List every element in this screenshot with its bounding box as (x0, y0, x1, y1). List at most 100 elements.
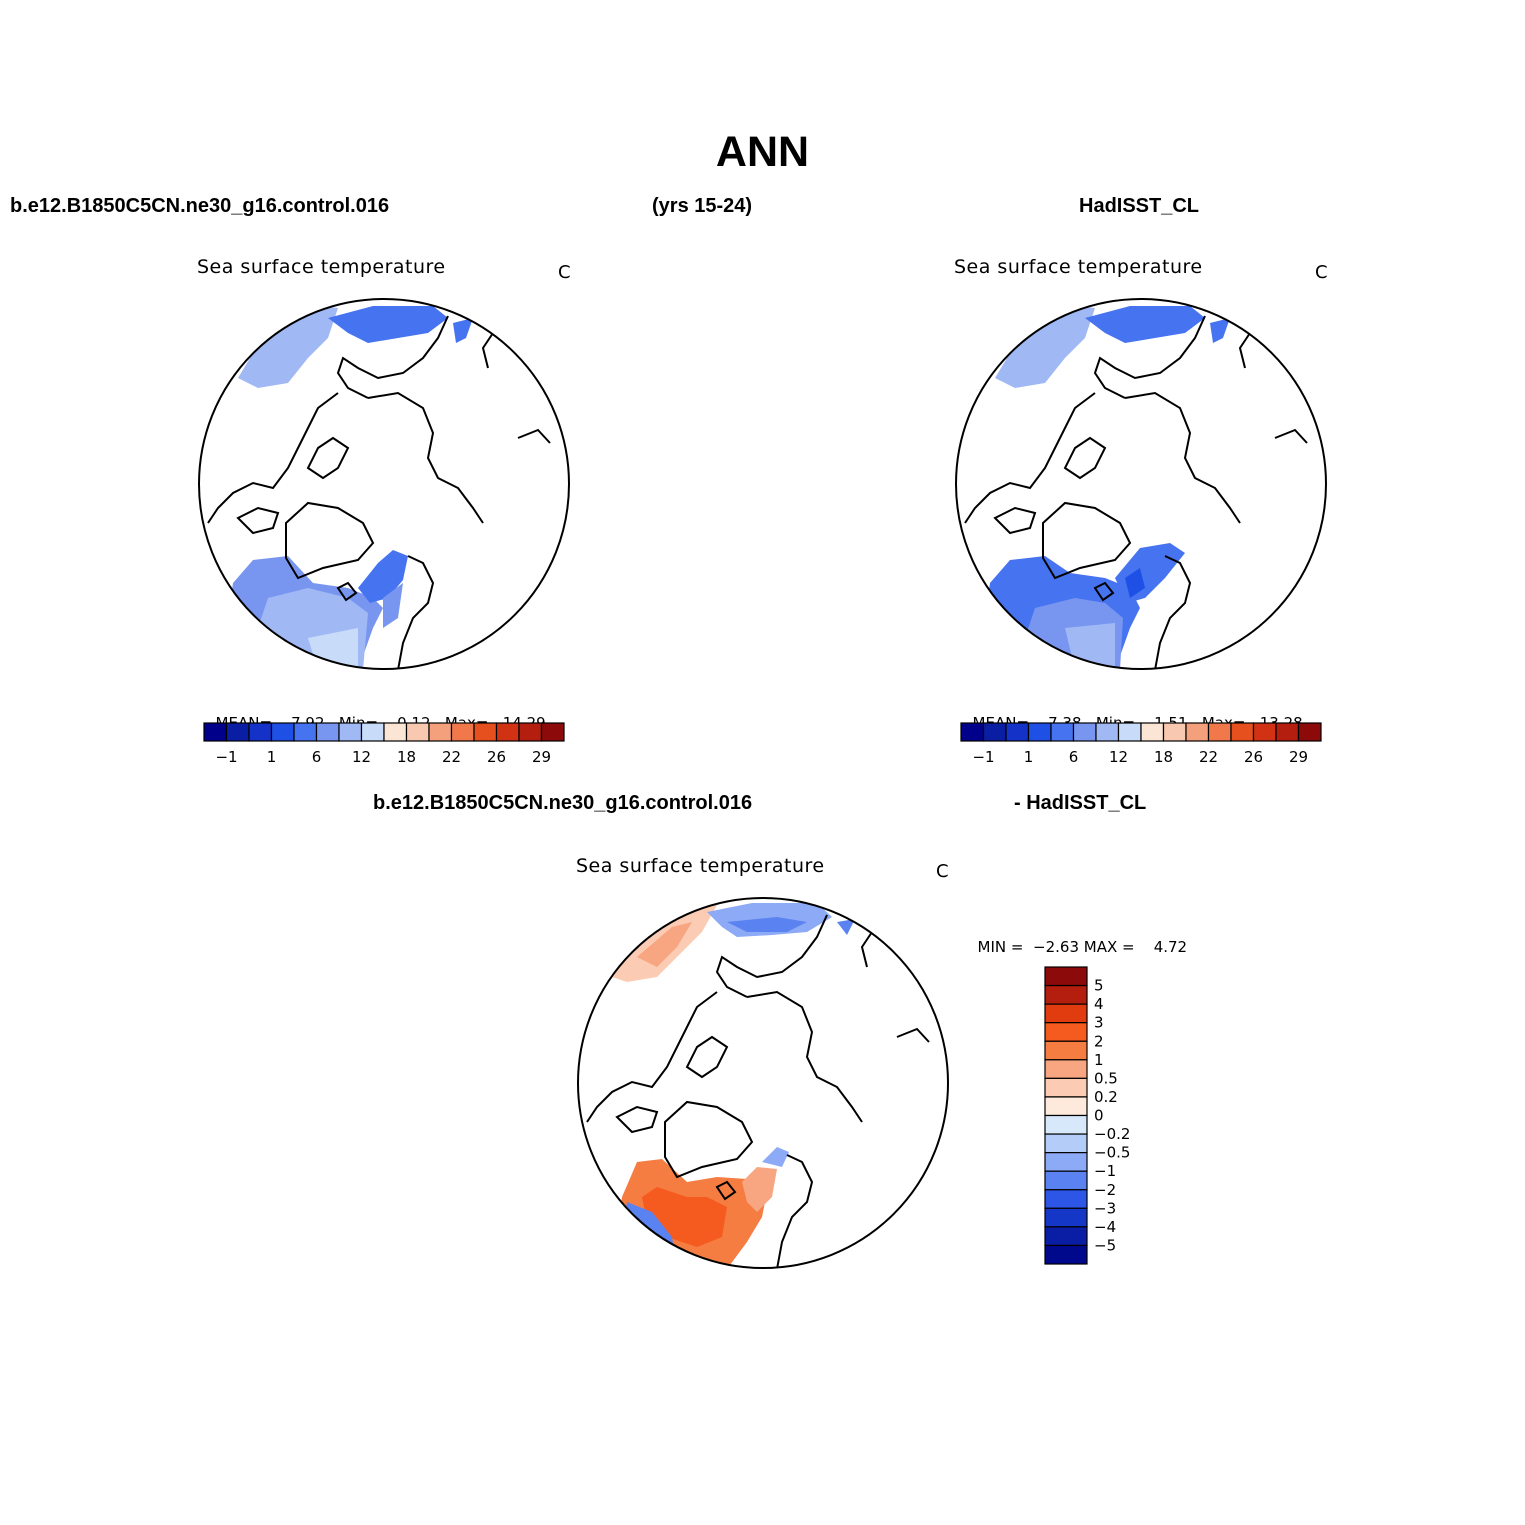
diff-colorbar-tick-label: −3 (1094, 1199, 1116, 1217)
diff-colorbar-box (1044, 1244, 1088, 1265)
case-name: b.e12.B1850C5CN.ne30_g16.control.016 (10, 195, 390, 217)
model-colorbar-box (473, 722, 498, 742)
model-colorbar-tick-label: 29 (532, 748, 551, 766)
diff-colorbar-tick-label: −4 (1094, 1218, 1116, 1236)
diff-case-name: b.e12.B1850C5CN.ne30_g16.control.016 (373, 792, 753, 814)
diff-colorbar-tick-label: −5 (1094, 1236, 1116, 1254)
years-label: (yrs 15-24) (652, 195, 753, 217)
diff-obs-name: - HadISST_CL (1014, 792, 1147, 814)
model-colorbar-box (270, 722, 295, 742)
model-colorbar-box (338, 722, 363, 742)
obs-colorbar-box (1185, 722, 1210, 742)
obs-colorbar-tick-label: 18 (1154, 748, 1173, 766)
obs-colorbar: −1 1 6 12 18 22 26 29 (960, 722, 1322, 766)
diff-colorbar-tick-label: 4 (1094, 995, 1104, 1013)
obs-colorbar-box (960, 722, 985, 742)
diff-colorbar-box (1044, 1207, 1088, 1228)
model-colorbar-box (450, 722, 475, 742)
figure-title: ANN (715, 128, 810, 176)
diff-colorbar-tick-label: 2 (1094, 1032, 1104, 1050)
obs-colorbar-box (982, 722, 1007, 742)
obs-colorbar-tick-label: 22 (1199, 748, 1218, 766)
obs-colorbar-box (1162, 722, 1187, 742)
diff-colorbar-box (1044, 1133, 1088, 1154)
diff-min-value: −2.63 (1033, 938, 1079, 956)
diff-colorbar-box (1044, 1114, 1088, 1135)
model-colorbar-box (225, 722, 250, 742)
model-colorbar-tick-label: −1 (215, 748, 237, 766)
obs-unit: C (1315, 262, 1328, 283)
obs-colorbar-tick-label: 1 (1024, 748, 1034, 766)
model-colorbar-box (495, 722, 520, 742)
obs-panel-title: Sea surface temperature (954, 256, 1203, 278)
obs-colorbar-box (1050, 722, 1075, 742)
diff-colorbar-box (1044, 966, 1088, 987)
model-polar-map (198, 298, 570, 670)
model-colorbar-box (203, 722, 228, 742)
obs-colorbar-box (1005, 722, 1030, 742)
obs-name: HadISST_CL (1079, 195, 1200, 217)
model-unit: C (558, 262, 571, 283)
obs-colorbar-box (1027, 722, 1052, 742)
model-colorbar-box (405, 722, 430, 742)
obs-colorbar-box (1095, 722, 1120, 742)
diff-colorbar-box (1044, 1096, 1088, 1117)
diff-colorbar-box (1044, 1226, 1088, 1247)
obs-colorbar-box (1252, 722, 1277, 742)
model-colorbar-box (518, 722, 543, 742)
obs-colorbar-tick-label: 29 (1289, 748, 1308, 766)
obs-colorbar-box (1275, 722, 1300, 742)
diff-unit: C (936, 861, 949, 882)
diff-colorbar-box (1044, 1170, 1088, 1191)
diff-polar-map (577, 897, 949, 1269)
model-colorbar-tick-label: 1 (267, 748, 277, 766)
model-colorbar-box (315, 722, 340, 742)
diff-colorbar-box (1044, 1152, 1088, 1172)
model-colorbar-tick-label: 18 (397, 748, 416, 766)
diff-max-value: 4.72 (1153, 938, 1188, 956)
diff-colorbar-tick-label: 5 (1094, 977, 1104, 995)
model-colorbar-tick-label: 26 (487, 748, 506, 766)
diff-colorbar-box (1044, 1059, 1088, 1079)
diff-colorbar-box (1044, 1077, 1088, 1098)
obs-colorbar-tick-label: 26 (1244, 748, 1263, 766)
obs-polar-map (955, 298, 1327, 670)
diff-colorbar-box (1044, 1040, 1088, 1061)
diff-colorbar-tick-label: −0.2 (1094, 1125, 1130, 1143)
obs-colorbar-box (1230, 722, 1255, 742)
model-colorbar-box (428, 722, 453, 742)
diff-colorbar-box (1044, 984, 1088, 1005)
obs-colorbar-box (1140, 722, 1165, 742)
obs-colorbar-box (1072, 722, 1097, 742)
diff-colorbar-tick-label: 0 (1094, 1107, 1104, 1125)
model-colorbar-tick-label: 12 (352, 748, 371, 766)
diff-colorbar-box (1044, 1022, 1088, 1042)
obs-colorbar-box (1297, 722, 1322, 742)
obs-colorbar-tick-label: 12 (1109, 748, 1128, 766)
obs-colorbar-box (1207, 722, 1232, 742)
model-colorbar-tick-label: 6 (312, 748, 322, 766)
obs-colorbar-box (1117, 722, 1142, 742)
model-colorbar-tick-label: 22 (442, 748, 461, 766)
diff-max-label: MAX = (1083, 938, 1135, 956)
model-colorbar: −1 1 6 12 18 22 26 29 (203, 722, 565, 766)
obs-colorbar-tick-label: −1 (972, 748, 994, 766)
obs-colorbar-tick-label: 6 (1069, 748, 1079, 766)
model-colorbar-box (383, 722, 408, 742)
model-colorbar-box (540, 722, 565, 742)
model-colorbar-box (293, 722, 318, 742)
diff-colorbar-tick-label: 3 (1094, 1014, 1104, 1032)
diff-colorbar-box (1044, 1003, 1088, 1024)
model-colorbar-box (248, 722, 273, 742)
diff-colorbar-box (1044, 1189, 1088, 1209)
model-colorbar-box (360, 722, 385, 742)
diff-colorbar-tick-label: −0.5 (1094, 1144, 1130, 1162)
diff-colorbar-tick-label: 0.5 (1094, 1069, 1118, 1087)
diff-colorbar-tick-label: −2 (1094, 1181, 1116, 1199)
diff-colorbar-tick-label: 1 (1094, 1051, 1104, 1069)
diff-colorbar-tick-label: −1 (1094, 1162, 1116, 1180)
diff-colorbar-tick-label: 0.2 (1094, 1088, 1118, 1106)
diff-min-label: MIN = (977, 938, 1024, 956)
model-panel-title: Sea surface temperature (197, 256, 446, 278)
